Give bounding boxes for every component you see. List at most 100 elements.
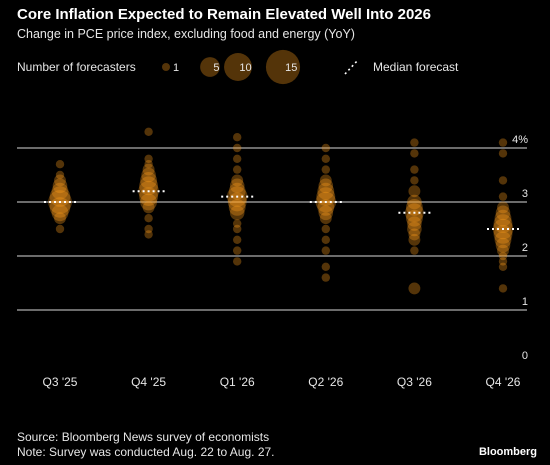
legend-size-circle-1	[162, 63, 170, 71]
forecast-dot	[144, 230, 153, 239]
legend-median-icon	[344, 59, 359, 75]
forecast-dot	[498, 262, 508, 271]
forecast-dot	[495, 205, 511, 221]
forecast-dot	[406, 209, 423, 227]
legend-size-value-5: 5	[213, 62, 219, 74]
forecast-dot	[144, 154, 153, 163]
forecast-dot	[233, 257, 242, 266]
y-tick-label-4: 4%	[512, 134, 528, 146]
forecast-dot	[51, 182, 69, 200]
forecast-dot	[321, 165, 330, 174]
forecast-dot	[498, 176, 508, 185]
forecast-dot	[233, 143, 242, 153]
forecast-dot	[233, 165, 242, 174]
forecast-dot	[321, 246, 330, 255]
forecast-dot	[407, 194, 422, 210]
forecast-dot	[410, 149, 419, 158]
forecast-dot	[407, 216, 422, 231]
forecast-dot	[51, 204, 69, 222]
forecast-dot	[321, 235, 330, 244]
forecast-dot	[317, 199, 335, 216]
legend-size-value-15: 15	[285, 62, 297, 74]
forecast-dot	[497, 244, 509, 257]
forecast-dot	[408, 185, 421, 198]
x-axis-labels: Q3 '25 Q4 '25 Q1 '26 Q2 '26 Q3 '26 Q4 '26	[43, 375, 521, 389]
forecast-dot	[321, 262, 330, 271]
forecast-dot	[321, 224, 330, 234]
forecast-dot	[55, 224, 65, 234]
forecast-dot	[321, 154, 330, 163]
x-tick-label: Q1 '26	[220, 375, 255, 389]
forecast-dot	[410, 176, 419, 185]
chart-canvas: Number of forecasters 1 5 10 15 Median foreca…	[17, 49, 528, 389]
forecast-dot	[498, 192, 508, 201]
survey-note: Note: Survey was conducted Aug. 22 to Au…	[17, 445, 275, 459]
x-tick-label: Q3 '26	[397, 375, 432, 389]
forecast-dot	[229, 205, 245, 221]
legend-size-circle-10	[224, 53, 252, 81]
forecast-dot	[141, 167, 156, 183]
forecast-dot	[55, 170, 65, 180]
legend-size-circle-15	[265, 49, 301, 85]
legend-median-label: Median forecast	[373, 60, 459, 74]
brand-logo: Bloomberg	[478, 446, 537, 458]
forecast-dot	[319, 212, 332, 225]
x-tick-label: Q2 '26	[308, 375, 343, 389]
forecast-dot	[144, 224, 153, 234]
forecast-dot	[233, 246, 242, 255]
footer: Source: Bloomberg News survey of economi…	[17, 430, 275, 460]
forecast-dot	[410, 246, 419, 255]
median-markers	[44, 190, 519, 230]
forecast-dot	[233, 219, 242, 228]
legend-size-label: Number of forecasters	[17, 60, 136, 74]
forecast-dot	[407, 221, 422, 237]
forecast-dot	[498, 138, 508, 147]
legend-size-circle-5	[200, 57, 220, 77]
forecast-dot	[497, 201, 509, 214]
forecast-dot	[140, 193, 158, 211]
source-note: Source: Bloomberg News survey of economi…	[17, 430, 270, 444]
x-tick-label: Q4 '25	[131, 375, 166, 389]
forecast-dot	[228, 199, 246, 216]
y-gridlines: 0 1 2 3 4%	[17, 134, 528, 362]
forecast-dot	[408, 233, 421, 246]
y-tick-label-3: 3	[522, 188, 528, 200]
y-tick-label-2: 2	[522, 242, 528, 254]
forecast-dot	[498, 251, 508, 261]
forecast-dot	[144, 214, 153, 223]
legend: Number of forecasters 1 5 10 15 Median foreca…	[17, 49, 459, 85]
forecast-dot	[142, 163, 155, 176]
y-tick-label-1: 1	[522, 296, 528, 308]
forecast-dot	[494, 231, 512, 249]
forecast-dot	[233, 154, 242, 163]
forecast-dot	[140, 172, 158, 189]
forecast-dot	[54, 212, 66, 225]
forecast-dot	[229, 178, 245, 194]
forecast-dot	[144, 127, 153, 136]
forecast-dot	[318, 205, 334, 221]
forecast-dot	[231, 174, 244, 187]
forecast-dot	[408, 282, 421, 295]
forecast-dot	[321, 273, 330, 282]
forecast-dot	[495, 237, 511, 253]
forecast-dot	[144, 160, 153, 169]
forecast-dot	[406, 199, 423, 216]
x-tick-label: Q4 '26	[486, 375, 521, 389]
forecast-dot	[233, 235, 242, 244]
forecast-dot	[52, 178, 68, 194]
forecast-dot	[319, 174, 332, 187]
forecast-dot	[233, 133, 242, 142]
forecast-dot	[498, 257, 508, 266]
forecast-dot	[410, 138, 419, 147]
forecast-dot	[228, 182, 246, 200]
legend-size-value-1: 1	[173, 62, 179, 74]
x-tick-label: Q3 '25	[43, 375, 78, 389]
data-points	[48, 127, 514, 295]
forecast-dot	[318, 178, 334, 194]
chart-title: Core Inflation Expected to Remain Elevat…	[17, 6, 431, 23]
forecast-dot	[142, 201, 155, 214]
forecast-dot	[54, 174, 66, 187]
forecast-dot	[498, 149, 508, 158]
forecast-dot	[408, 228, 421, 241]
forecast-dot	[494, 209, 512, 227]
